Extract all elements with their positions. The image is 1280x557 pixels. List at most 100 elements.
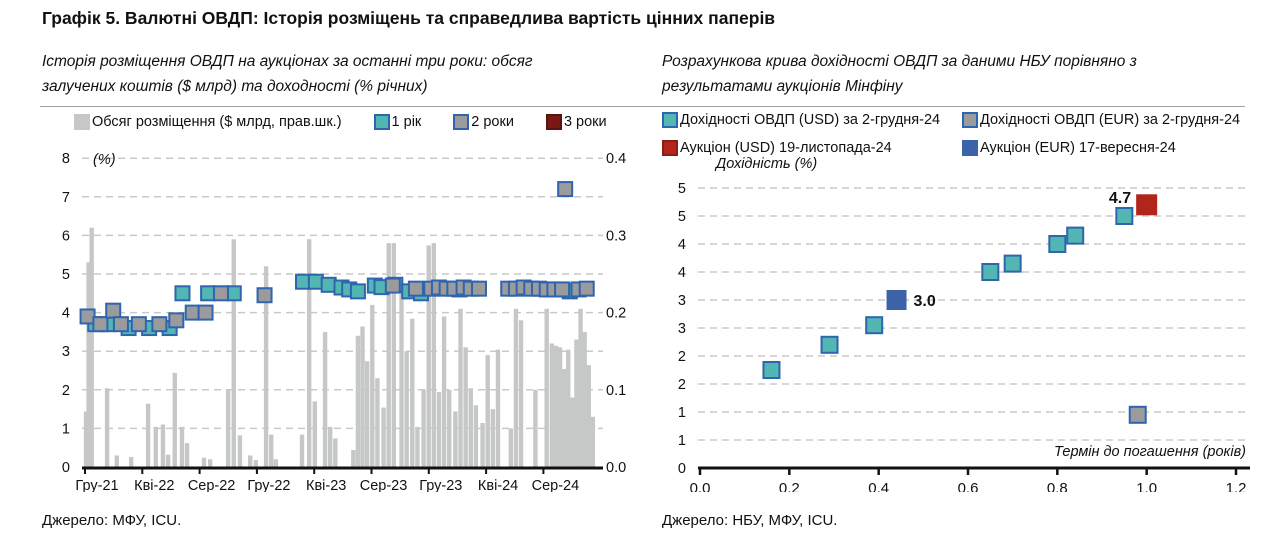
yield-marker-2y <box>197 304 214 321</box>
volume-bar <box>375 378 380 467</box>
volume-bar <box>306 239 312 467</box>
y-axis-tick-label: 4 <box>678 265 686 281</box>
y-axis-tick-label: 3 <box>678 293 686 309</box>
volume-bar <box>172 372 177 467</box>
volume-bar <box>160 424 166 467</box>
volume-bar <box>485 355 490 467</box>
x-axis-title: Термін до погашення (років) <box>1054 444 1246 460</box>
volume-bar <box>179 426 185 467</box>
y-left-tick-label: 1 <box>62 421 70 437</box>
volume-bar <box>128 456 134 467</box>
legend-label: Аукціон (USD) 19-листопада-24 <box>680 140 892 156</box>
volume-bar <box>557 347 563 467</box>
volume-bar <box>299 434 305 467</box>
right-chart-plot: 0 1 1 2 2 3 3 4 4 5 5 Дохідність (%) Термін до погаш… <box>678 156 1250 492</box>
volume-bar <box>391 243 397 467</box>
legend-swatch-icon <box>662 140 678 156</box>
yield-marker-2y <box>92 316 109 333</box>
volume-bar <box>458 308 463 467</box>
scatter-marker <box>1066 226 1085 245</box>
volume-bar <box>590 416 596 467</box>
volume-bar <box>578 308 583 467</box>
yield-marker-2y <box>470 280 487 297</box>
x-axis-tick-label: Сер-24 <box>532 478 580 492</box>
volume-bar <box>269 434 274 467</box>
volume-bar <box>518 320 524 467</box>
y-axis-tick-label: 5 <box>678 209 686 225</box>
volume-bar <box>566 349 571 467</box>
volume-bar <box>495 349 501 467</box>
y-axis-tick-label: 5 <box>678 181 686 197</box>
volume-bar <box>328 426 333 467</box>
volume-bar <box>473 405 479 467</box>
y-left-axis-unit-label: (%) <box>93 152 116 168</box>
volume-bar <box>447 389 452 467</box>
x-axis-tick-label: 0.4 <box>868 480 889 492</box>
left-chart-subtitle: Історія розміщення ОВДП на аукціонах за … <box>42 53 533 95</box>
legend-label: Дохідності ОВДП (USD) за 2-грудня-24 <box>680 112 941 128</box>
y-axis-tick-label: 2 <box>678 349 686 365</box>
volume-bar <box>370 304 375 467</box>
scatter-marker <box>1048 235 1067 253</box>
legend-label: Аукціон (EUR) 17-вересня-24 <box>980 140 1176 156</box>
legend-swatch-icon <box>453 114 470 130</box>
y-right-tick-label: 0.0 <box>606 460 626 476</box>
legend-swatch-icon <box>74 114 90 130</box>
volume-bar <box>381 407 386 467</box>
left-chart-plot: 0 1 2 3 4 5 6 7 8 0.0 0.1 0.2 0.3 0.4 (%) Гру-21 Кві-22 С… <box>62 151 626 492</box>
x-axis-tick-label: 0.2 <box>779 480 800 492</box>
scatter-marker <box>1136 194 1158 216</box>
right-chart-source: Джерело: НБУ, МФУ, ICU. <box>662 512 838 529</box>
volume-bar <box>89 227 94 467</box>
left-legend-item-2: 2 роки <box>453 114 514 130</box>
scatter-marker <box>981 263 1000 281</box>
y-right-tick-label: 0.4 <box>606 151 626 167</box>
volume-bar <box>145 403 151 467</box>
data-label: 3.0 <box>914 293 936 310</box>
volume-bar <box>273 459 279 467</box>
x-axis-tick-label: 0.8 <box>1047 480 1068 492</box>
left-legend-item-1: 1 рік <box>373 114 421 130</box>
x-axis-tick-label: Сер-22 <box>188 478 236 492</box>
volume-bar <box>253 460 259 467</box>
y-left-tick-label: 4 <box>62 306 70 322</box>
right-legend-item-3: Аукціон (EUR) 17-вересня-24 <box>962 140 1262 156</box>
y-axis-tick-label: 1 <box>678 405 686 421</box>
volume-bar <box>441 316 447 467</box>
yield-marker-1y <box>349 283 366 300</box>
y-left-tick-label: 0 <box>62 460 70 476</box>
y-right-tick-label: 0.3 <box>606 228 626 244</box>
volume-bar <box>247 455 253 467</box>
volume-bar <box>333 438 338 467</box>
y-axis-tick-label: 2 <box>678 377 686 393</box>
y-left-tick-label: 8 <box>62 151 70 167</box>
legend-swatch-icon <box>962 140 978 156</box>
y-axis-tick-label: 0 <box>678 461 686 477</box>
yield-marker-2y <box>384 277 401 294</box>
volume-bar <box>104 388 110 467</box>
legend-swatch-icon <box>545 114 562 130</box>
yield-marker-2y <box>212 285 229 302</box>
volume-bar <box>586 365 591 467</box>
legend-swatch-icon <box>662 112 678 128</box>
volume-bar <box>468 388 473 467</box>
x-axis-tick-label: Гру-23 <box>419 478 462 492</box>
volume-bar <box>355 335 361 467</box>
volume-bar <box>153 426 158 467</box>
left-legend-item-3: 3 роки <box>545 114 607 130</box>
yield-marker-2y <box>105 302 122 319</box>
scatter-marker <box>886 290 907 310</box>
volume-bar <box>415 426 420 467</box>
volume-bar <box>237 435 243 467</box>
scatter-marker <box>1003 254 1022 273</box>
volume-bar <box>431 243 437 467</box>
legend-swatch-icon <box>962 112 978 128</box>
scatter-marker <box>762 361 781 379</box>
volume-bar <box>399 287 404 467</box>
scatter-marker <box>820 335 839 354</box>
volume-bar <box>201 457 207 467</box>
x-axis-tick-label: Кві-22 <box>134 478 174 492</box>
y-axis-tick-label: 4 <box>678 237 686 253</box>
y-axis-tick-label: 3 <box>678 321 686 337</box>
